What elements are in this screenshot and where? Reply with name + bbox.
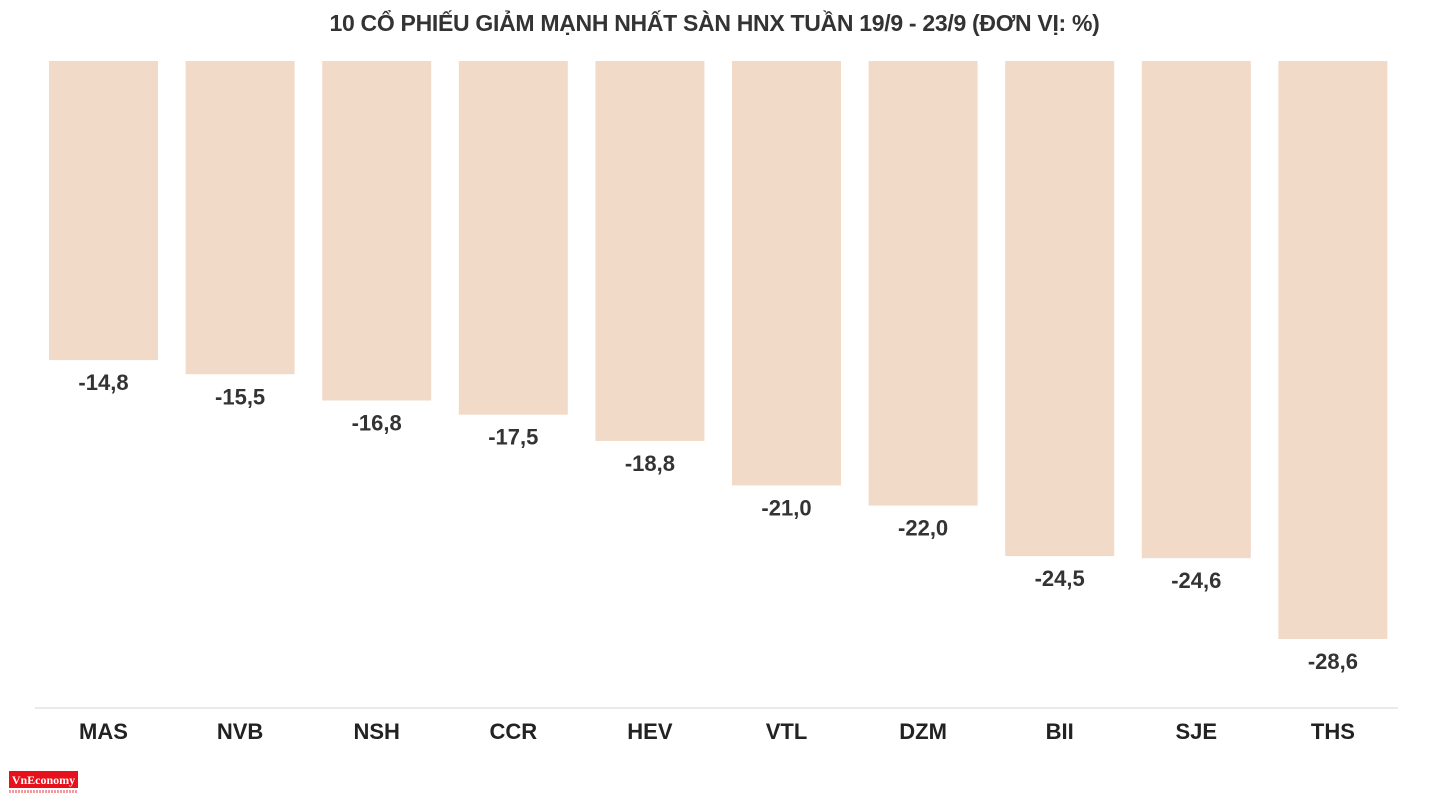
x-tick-label: DZM — [899, 719, 947, 744]
x-tick-label: NVB — [217, 719, 263, 744]
vneconomy-logo: VnEconomy — [9, 771, 78, 788]
data-label: -24,6 — [1171, 568, 1221, 593]
bar-bii — [1005, 61, 1115, 557]
x-tick-label: MAS — [79, 719, 128, 744]
bar-ccr — [458, 61, 568, 415]
data-label: -16,8 — [352, 411, 402, 436]
data-label: -24,5 — [1035, 566, 1085, 591]
x-tick-label: BII — [1046, 719, 1074, 744]
bar-mas — [49, 61, 158, 361]
data-label: -17,5 — [488, 425, 538, 450]
x-tick-label: NSH — [353, 719, 399, 744]
bar-vtl — [732, 61, 841, 486]
x-tick-label: THS — [1311, 719, 1355, 744]
data-label: -14,8 — [78, 370, 128, 395]
logo-tagline — [9, 790, 78, 793]
logo-text: VnEconomy — [11, 773, 76, 787]
bar-ths — [1278, 61, 1388, 639]
x-tick-label: VTL — [766, 719, 808, 744]
data-label: -21,0 — [761, 495, 811, 520]
chart-title: 10 CỔ PHIẾU GIẢM MẠNH NHẤT SÀN HNX TUẦN … — [329, 10, 1100, 36]
data-label: -28,6 — [1308, 649, 1358, 674]
bar-nsh — [322, 61, 432, 401]
data-label: -18,8 — [625, 451, 675, 476]
bar-nvb — [185, 61, 295, 375]
x-tick-label: HEV — [627, 719, 673, 744]
bar-hev — [595, 61, 705, 441]
bar-dzm — [868, 61, 978, 506]
bar-sje — [1141, 61, 1251, 559]
data-label: -22,0 — [898, 516, 948, 541]
x-tick-label: SJE — [1176, 719, 1218, 744]
x-tick-label: CCR — [489, 719, 537, 744]
data-label: -15,5 — [215, 384, 265, 409]
